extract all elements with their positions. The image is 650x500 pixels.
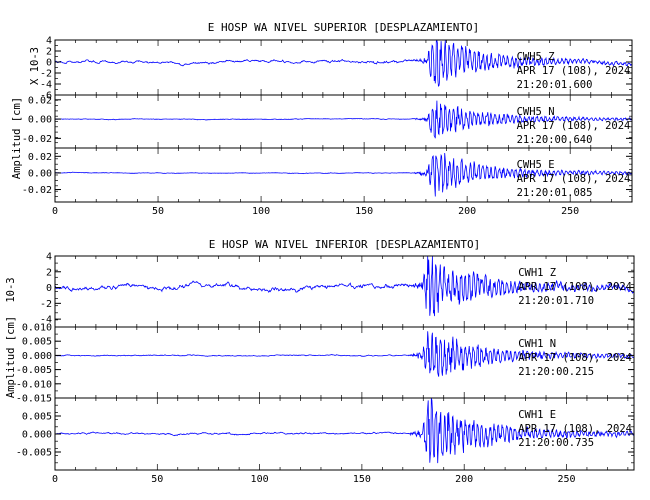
y-tick-label: -0.02 — [22, 134, 52, 145]
waveform-line — [54, 398, 635, 464]
x-tick-label: 200 — [455, 474, 473, 485]
y-tick-label: -2 — [40, 299, 52, 310]
y-tick-label: 0 — [46, 58, 52, 69]
waveform-line — [54, 100, 633, 139]
x-tick-label: 100 — [252, 206, 270, 217]
x-tick-label: 0 — [52, 206, 58, 217]
station-label: CWH1 N — [518, 338, 556, 350]
y-tick-label: 0.02 — [28, 95, 52, 106]
y-tick-label: -2 — [40, 69, 52, 80]
trace-panel: 0.010 0.005 0.000 -0.005 -0.010 -0.015 CWH1 N A… — [16, 323, 635, 405]
trace-panel: 0.02 0.00 -0.02 CWH5 N APR 17 (108), 2024 21:… — [22, 94, 633, 149]
y-tick-label: 0.005 — [22, 337, 52, 348]
y-tick-label: 0.00 — [28, 168, 52, 179]
station-label: CWH5 N — [517, 106, 555, 118]
chart-title: E HOSP WA NIVEL INFERIOR [DESPLAZAMIENTO… — [209, 238, 481, 251]
trace-panel: 0.02 0.00 -0.02 CWH5 E APR 17 (108), 2024 21:… — [22, 147, 633, 203]
y-tick-label: 2 — [46, 267, 52, 278]
x-tick-label: 250 — [561, 206, 579, 217]
time-label: 21:20:01.710 — [518, 295, 594, 307]
y-tick-label: 2 — [46, 47, 52, 58]
y-tick-label: -0.02 — [22, 185, 52, 196]
y-tick-label: -4 — [40, 315, 52, 326]
station-label: CWH5 E — [517, 159, 555, 171]
x-tick-label: 150 — [353, 474, 371, 485]
y-tick-label: 0.000 — [22, 430, 52, 441]
waveform-line — [55, 152, 633, 197]
time-label: 21:20:01.600 — [517, 79, 593, 91]
x-tick-label: 0 — [52, 474, 58, 485]
y-scale-label: X 10-3 — [29, 47, 41, 85]
y-tick-label: 0.00 — [28, 115, 52, 126]
y-tick-label: 0 — [46, 283, 52, 294]
x-tick-label: 250 — [557, 474, 575, 485]
x-tick-label: 50 — [152, 206, 164, 217]
waveform-line — [55, 331, 635, 377]
trace-panel: 4 2 0 -2 -4 CWH1 Z APR 17 (108), 2024 21:20:01.… — [40, 252, 635, 328]
date-label: APR 17 (108), 2024 — [517, 173, 631, 185]
station-label: CWH5 Z — [517, 51, 555, 63]
time-label: 21:20:00.735 — [518, 437, 594, 449]
y-tick-label: -6 — [40, 91, 52, 102]
trace-panel: 420-2-4-6 CWH5 Z APR 17 (108), 2024 21:20:0… — [40, 36, 633, 102]
date-label: APR 17 (108), 2024 — [517, 65, 631, 77]
y-scale-label: 10-3 — [5, 277, 17, 302]
y-tick-label: 4 — [46, 36, 52, 47]
y-tick-label: -0.005 — [16, 365, 52, 376]
time-label: 21:20:01.085 — [517, 187, 593, 199]
waveform-line — [54, 256, 635, 317]
y-tick-label: 4 — [46, 252, 52, 263]
station-label: CWH1 Z — [518, 267, 556, 279]
y-axis-label: Amplitud [cm] — [5, 316, 17, 398]
time-label: 21:20:00.640 — [517, 134, 593, 146]
waveform-line — [54, 39, 633, 87]
y-tick-label: -0.005 — [16, 448, 52, 459]
date-label: APR 17 (108), 2024 — [518, 352, 632, 364]
x-tick-label: 150 — [355, 206, 373, 217]
chart-title: E HOSP WA NIVEL SUPERIOR [DESPLAZAMIENTO… — [208, 21, 480, 34]
x-tick-label: 50 — [151, 474, 163, 485]
time-label: 21:20:00.215 — [518, 366, 594, 378]
y-tick-label: 0.000 — [22, 351, 52, 362]
chart-1: E HOSP WA NIVEL INFERIOR [DESPLAZAMIENTO… — [5, 238, 635, 485]
trace-panel: 0.005 0.000 -0.005 CWH1 E APR 17 (108), 2024… — [16, 397, 635, 471]
y-tick-label: -0.015 — [16, 394, 52, 405]
y-tick-label: 0.005 — [22, 412, 52, 423]
x-tick-label: 100 — [251, 474, 269, 485]
y-axis-label: Amplitud [cm] — [11, 97, 23, 179]
date-label: APR 17 (108), 2024 — [517, 120, 631, 132]
date-label: APR 17 (108), 2024 — [518, 423, 632, 435]
y-tick-label: 0.010 — [22, 323, 52, 334]
y-tick-label: -4 — [40, 80, 52, 91]
date-label: APR 17 (108), 2024 — [518, 281, 632, 293]
y-tick-label: 0.02 — [28, 152, 52, 163]
chart-0: E HOSP WA NIVEL SUPERIOR [DESPLAZAMIENTO… — [11, 21, 633, 217]
x-tick-label: 200 — [458, 206, 476, 217]
station-label: CWH1 E — [518, 409, 556, 421]
y-tick-label: -0.010 — [16, 379, 52, 390]
